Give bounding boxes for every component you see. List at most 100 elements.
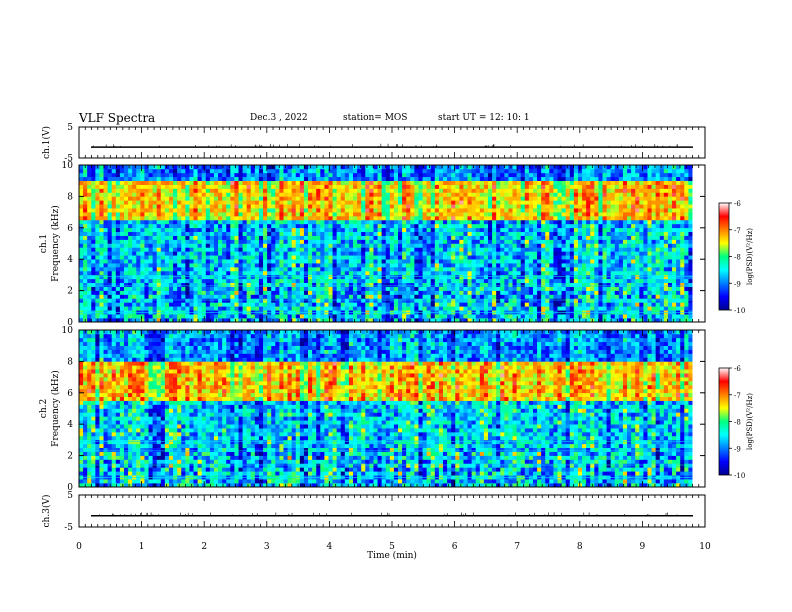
- spectrogram-cell: [520, 184, 526, 189]
- spectrogram-cell: [140, 192, 145, 197]
- spectrogram-cell: [512, 255, 517, 260]
- spectrogram-cell: [487, 306, 493, 311]
- spectrogram-cell: [434, 302, 440, 307]
- spectrogram-cell: [553, 302, 558, 307]
- spectrogram-cell: [324, 318, 329, 323]
- spectrogram-cell: [340, 286, 346, 291]
- spectrogram-cell: [398, 247, 403, 252]
- spectrogram-cell: [213, 196, 219, 201]
- spectrogram-cell: [177, 223, 182, 229]
- spectrogram-cell: [324, 247, 329, 252]
- spectrogram-cell: [504, 282, 509, 287]
- spectrogram-cell: [87, 200, 92, 205]
- spectrogram-cell: [541, 200, 546, 205]
- spectrogram-cell: [381, 212, 387, 217]
- spectrogram-cell: [144, 212, 149, 217]
- spectrogram-cell: [99, 286, 104, 291]
- spectrogram-cell: [103, 302, 108, 307]
- spectrogram-cell: [299, 192, 305, 197]
- spectrogram-cell: [553, 212, 558, 217]
- spectrogram-cell: [226, 270, 231, 276]
- spectrogram-cell: [344, 192, 350, 197]
- spectrogram-cell: [181, 200, 186, 205]
- spectrogram-cell: [238, 184, 243, 189]
- spectrogram-cell: [111, 255, 117, 260]
- spectrogram-cell: [483, 290, 489, 295]
- spectrogram-cell: [512, 196, 517, 201]
- spectrogram-cell: [312, 302, 317, 307]
- spectrogram-cell: [512, 278, 517, 284]
- spectrogram-cell: [328, 314, 333, 319]
- spectrogram-cell: [573, 270, 579, 276]
- spectrogram-cell: [438, 263, 444, 268]
- spectrogram-cell: [385, 184, 391, 189]
- spectrogram-cell: [213, 165, 219, 170]
- spectrogram-cell: [549, 314, 554, 319]
- spectrogram-cell: [344, 216, 350, 221]
- spectrogram-cell: [308, 294, 313, 299]
- spectrogram-cell: [573, 255, 579, 260]
- spectrogram-cell: [524, 172, 530, 178]
- spectrogram-cell: [218, 314, 223, 319]
- spectrogram-cell: [414, 227, 419, 233]
- spectrogram-cell: [508, 192, 513, 197]
- spectrogram-cell: [430, 302, 436, 307]
- spectrogram-cell: [246, 208, 252, 213]
- spectrogram-cell: [406, 274, 411, 280]
- spectrogram-cell: [91, 255, 96, 260]
- spectrogram-cell: [398, 188, 403, 193]
- spectrogram-cell: [164, 231, 170, 236]
- spectrogram-cell: [287, 231, 292, 236]
- spectrogram-cell: [577, 294, 583, 299]
- spectrogram-cell: [152, 196, 158, 201]
- spectrogram-cell: [398, 227, 403, 233]
- spectrogram-cell: [328, 255, 333, 260]
- spectrogram-cell: [381, 278, 387, 284]
- spectrogram-cell: [160, 227, 166, 233]
- spectrogram-cell: [226, 247, 231, 252]
- spectrogram-cell: [115, 302, 121, 307]
- spectrogram-cell: [528, 286, 534, 291]
- spectrogram-cell: [222, 180, 227, 185]
- spectrogram-cell: [471, 270, 477, 276]
- spectrogram-cell: [123, 274, 129, 280]
- spectrogram-cell: [504, 231, 509, 236]
- spectrogram-cell: [312, 184, 317, 189]
- spectrogram-cell: [119, 298, 125, 303]
- spectrogram-cell: [373, 298, 378, 303]
- spectrogram-cell: [524, 235, 530, 240]
- spectrogram-cell: [99, 176, 104, 181]
- spectrogram-cell: [156, 318, 162, 323]
- spectrogram-cell: [123, 298, 129, 303]
- spectrogram-cell: [222, 219, 227, 225]
- spectrogram-cell: [463, 219, 468, 225]
- spectrogram-cell: [275, 247, 280, 252]
- spectrogram-cell: [532, 208, 538, 213]
- spectrogram-cell: [99, 247, 104, 252]
- spectrogram-cell: [164, 282, 170, 287]
- spectrogram-cell: [487, 165, 493, 170]
- spectrogram-cell: [144, 247, 149, 252]
- spectrogram-cell: [234, 219, 239, 225]
- spectrogram-cell: [132, 290, 137, 295]
- spectrogram-cell: [336, 306, 342, 311]
- spectrogram-cell: [524, 263, 530, 268]
- spectrogram-cell: [267, 227, 272, 233]
- spectrogram-cell: [287, 223, 292, 229]
- spectrogram-cell: [263, 223, 268, 229]
- spectrogram-cell: [328, 274, 333, 280]
- spectrogram-cell: [213, 270, 219, 276]
- spectrogram-cell: [308, 216, 313, 221]
- spectrogram-cell: [324, 208, 329, 213]
- spectrogram-cell: [483, 286, 489, 291]
- spectrogram-cell: [209, 314, 215, 319]
- spectrogram-cell: [353, 204, 358, 209]
- spectrogram-cell: [160, 208, 166, 213]
- spectrogram-cell: [406, 165, 411, 170]
- spectrogram-cell: [365, 239, 370, 244]
- spectrogram-cell: [451, 172, 456, 178]
- spectrogram-cell: [222, 231, 227, 236]
- spectrogram-cell: [242, 196, 247, 201]
- spectrogram-cell: [496, 204, 501, 209]
- spectrogram-cell: [148, 208, 153, 213]
